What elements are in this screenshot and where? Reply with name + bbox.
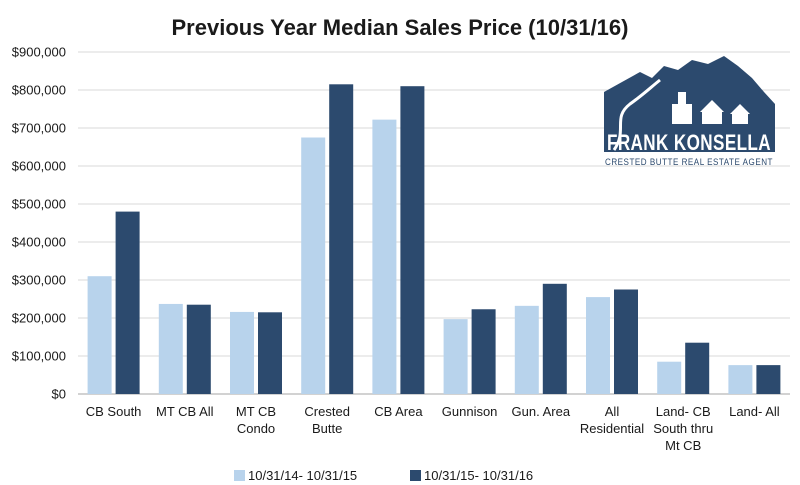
x-axis-category-labels: CB South MT CB All MT CB Condo Crested Butte C… [86, 404, 780, 453]
y-tick-label: $800,000 [12, 83, 66, 98]
x-category-label: MT CB All [156, 404, 214, 419]
x-category-label: Gun. Area [512, 404, 571, 419]
bar-series-1 [301, 137, 326, 394]
town-roof-icon [730, 104, 750, 114]
x-category-label: Butte [312, 421, 342, 436]
x-category-label: MT CB [236, 404, 276, 419]
x-category-label: Gunnison [442, 404, 498, 419]
frank-konsella-logo: FRANK KONSELLA CRESTED BUTTE REAL ESTATE… [604, 56, 775, 168]
bar-series-2 [258, 312, 282, 394]
x-category-label: Mt CB [665, 438, 701, 453]
bar-series-2 [115, 211, 140, 394]
y-tick-label: $400,000 [12, 235, 66, 250]
bar-series-2 [186, 304, 211, 394]
town-roof-icon [700, 100, 724, 112]
y-tick-label: $0 [52, 387, 66, 402]
bar-series-2 [329, 84, 354, 395]
bar-series-2 [685, 342, 710, 394]
bar-series-1 [443, 319, 468, 394]
town-house-icon [702, 112, 722, 124]
bar-series-2 [471, 309, 496, 394]
y-axis-tick-labels: $0 $100,000 $200,000 $300,000 $400,000 $500,0… [12, 45, 66, 402]
x-category-label: CB South [86, 404, 142, 419]
legend-swatch-series-2 [410, 470, 421, 481]
chart-title: Previous Year Median Sales Price (10/31/… [172, 15, 629, 40]
logo-tagline: CRESTED BUTTE REAL ESTATE AGENT [605, 157, 773, 168]
bar-series-1 [87, 276, 112, 394]
bar-series-1 [514, 305, 539, 394]
bar-series-2 [614, 289, 638, 394]
bar-series-1 [158, 303, 183, 394]
town-tower-icon [678, 92, 686, 104]
y-tick-label: $700,000 [12, 121, 66, 136]
legend-swatch-series-1 [234, 470, 245, 481]
bar-series-2 [542, 283, 567, 394]
bar-series-1 [657, 361, 682, 394]
legend-label-series-1: 10/31/14- 10/31/15 [248, 468, 357, 483]
x-category-label: South thru [653, 421, 713, 436]
bar-series-1 [728, 365, 753, 394]
x-category-label: Residential [580, 421, 644, 436]
y-tick-label: $300,000 [12, 273, 66, 288]
logo-name: FRANK KONSELLA [607, 130, 771, 155]
y-tick-label: $100,000 [12, 349, 66, 364]
bar-series-2 [756, 365, 781, 394]
town-building-icon [672, 104, 692, 124]
bar-series-1 [372, 119, 397, 394]
town-house-icon [732, 114, 748, 124]
y-tick-label: $900,000 [12, 45, 66, 60]
y-tick-label: $500,000 [12, 197, 66, 212]
x-category-label: Crested [304, 404, 350, 419]
x-category-label: All [605, 404, 620, 419]
bar-series-1 [230, 311, 254, 394]
x-category-label: Condo [237, 421, 275, 436]
y-tick-label: $600,000 [12, 159, 66, 174]
x-category-label: Land- CB [656, 404, 711, 419]
road-curve-icon [612, 78, 661, 151]
bar-series-1 [586, 297, 610, 394]
x-category-label: CB Area [374, 404, 423, 419]
legend: 10/31/14- 10/31/15 10/31/15- 10/31/16 [234, 468, 533, 483]
x-category-label: Land- All [729, 404, 780, 419]
bars [87, 84, 781, 395]
y-tick-label: $200,000 [12, 311, 66, 326]
bar-series-2 [400, 86, 425, 394]
legend-label-series-2: 10/31/15- 10/31/16 [424, 468, 533, 483]
